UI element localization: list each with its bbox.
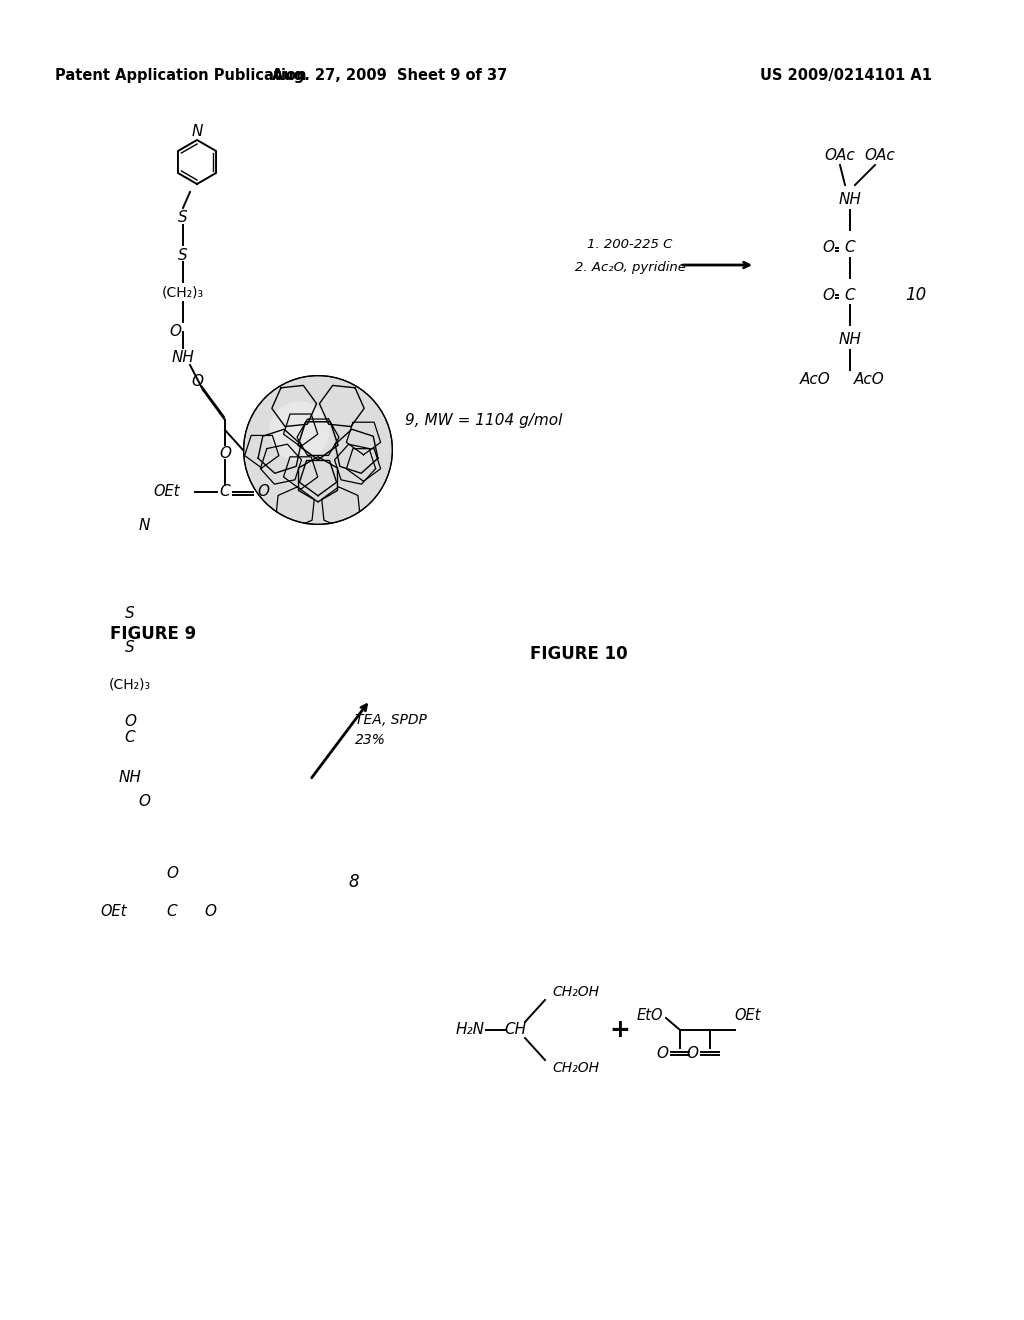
Text: O: O [219, 446, 231, 461]
Text: 8: 8 [348, 873, 358, 891]
Text: O: O [138, 795, 150, 809]
Circle shape [243, 375, 393, 525]
Text: OEt: OEt [100, 904, 127, 920]
Text: 1. 200-225 C: 1. 200-225 C [588, 239, 673, 252]
Text: S: S [125, 606, 135, 620]
Text: TEA, SPDP: TEA, SPDP [355, 713, 427, 727]
Text: C: C [125, 730, 135, 746]
Text: C: C [167, 904, 177, 920]
Text: H₂N: H₂N [456, 1023, 484, 1038]
Text: 10: 10 [905, 286, 927, 304]
Text: O: O [204, 904, 216, 920]
Text: FIGURE 9: FIGURE 9 [110, 624, 197, 643]
Text: NH: NH [839, 333, 861, 347]
Text: C: C [845, 240, 855, 256]
Text: Patent Application Publication: Patent Application Publication [55, 69, 306, 83]
Text: AcO: AcO [800, 372, 830, 388]
Text: S: S [178, 210, 187, 226]
Text: O: O [822, 288, 834, 302]
Text: OAc: OAc [864, 148, 895, 162]
Text: 9, MW = 1104 g/mol: 9, MW = 1104 g/mol [406, 412, 562, 428]
Text: CH₂OH: CH₂OH [552, 985, 599, 999]
Text: +: + [609, 1018, 631, 1041]
Text: O: O [191, 375, 203, 389]
Text: NH: NH [172, 351, 195, 366]
Text: AcO: AcO [854, 372, 885, 388]
Text: O: O [166, 866, 178, 880]
Text: (CH₂)₃: (CH₂)₃ [109, 678, 152, 692]
Circle shape [269, 401, 330, 461]
Text: C: C [220, 484, 230, 499]
Circle shape [190, 797, 336, 942]
Text: S: S [178, 248, 187, 263]
Text: OEt: OEt [735, 1007, 761, 1023]
Text: O: O [124, 714, 136, 730]
Text: 23%: 23% [355, 733, 386, 747]
Text: O: O [656, 1047, 668, 1061]
Text: O: O [257, 484, 269, 499]
Text: US 2009/0214101 A1: US 2009/0214101 A1 [760, 69, 932, 83]
Text: S: S [125, 640, 135, 656]
Text: N: N [191, 124, 203, 140]
Text: CH: CH [504, 1023, 526, 1038]
Text: (CH₂)₃: (CH₂)₃ [162, 285, 204, 300]
Text: EtO: EtO [637, 1007, 664, 1023]
Text: C: C [845, 288, 855, 302]
Text: Aug. 27, 2009  Sheet 9 of 37: Aug. 27, 2009 Sheet 9 of 37 [272, 69, 508, 83]
Text: 2. Ac₂O, pyridine: 2. Ac₂O, pyridine [574, 261, 685, 275]
Text: NH: NH [119, 771, 141, 785]
Text: N: N [138, 517, 150, 532]
Text: O: O [686, 1047, 698, 1061]
Text: FIGURE 10: FIGURE 10 [530, 645, 628, 663]
Text: O: O [822, 240, 834, 256]
Text: CH₂OH: CH₂OH [552, 1061, 599, 1074]
Text: OEt: OEt [154, 484, 180, 499]
Circle shape [215, 822, 274, 880]
Text: O: O [169, 325, 181, 339]
Text: OAc: OAc [824, 148, 855, 162]
Text: NH: NH [839, 193, 861, 207]
